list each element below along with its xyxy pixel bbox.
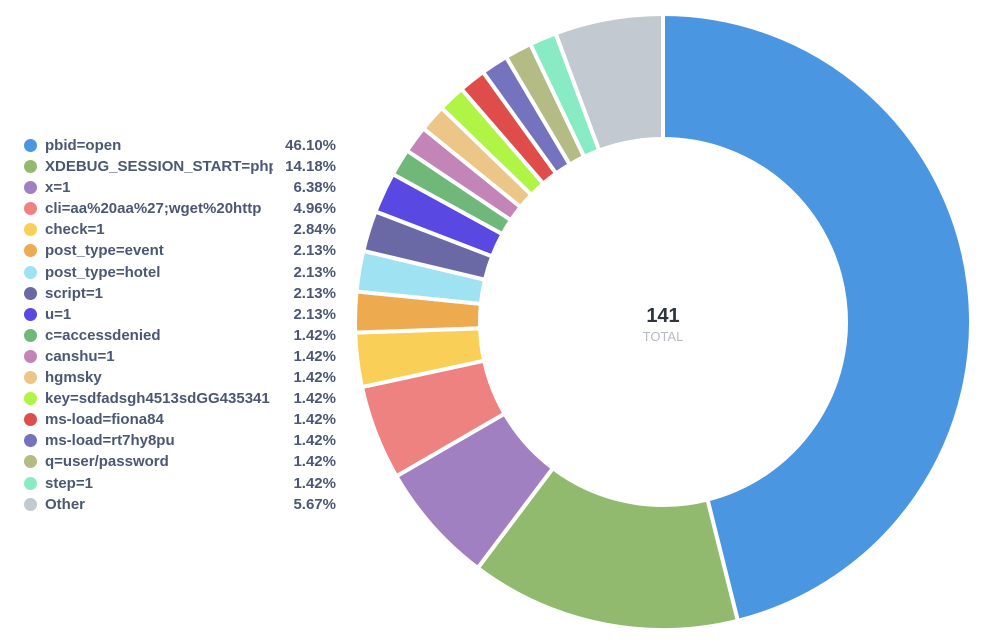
legend-percent: 2.13% <box>293 242 336 260</box>
chart-legend: pbid=open 46.10% XDEBUG_SESSION_START=phps… <box>24 135 336 515</box>
donut-slice[interactable] <box>553 11 665 154</box>
legend-percent: 4.96% <box>293 200 336 218</box>
legend-label: cli=aa%20aa%27;wget%20http <box>45 200 262 218</box>
legend-percent: 1.42% <box>293 347 336 365</box>
legend-item[interactable]: ms-load=fiona84 1.42% <box>24 409 336 430</box>
legend-item[interactable]: check=1 2.84% <box>24 219 336 240</box>
legend-percent: 6.38% <box>293 179 336 197</box>
legend-item[interactable]: cli=aa%20aa%27;wget%20http 4.96% <box>24 198 336 219</box>
legend-swatch <box>24 181 37 195</box>
legend-label: q=user/password <box>45 453 169 471</box>
legend-percent: 1.42% <box>293 474 336 492</box>
legend-percent: 1.42% <box>293 326 336 344</box>
legend-percent: 2.13% <box>293 284 336 302</box>
legend-percent: 1.42% <box>293 453 336 471</box>
total-value: 141 <box>646 305 679 327</box>
legend-item[interactable]: post_type=hotel 2.13% <box>24 262 336 283</box>
legend-item[interactable]: key=sdfadsgh4513sdGG435341 1.42% <box>24 388 336 409</box>
legend-percent: 1.42% <box>293 390 336 408</box>
legend-label: c=accessdenied <box>45 326 161 344</box>
legend-label: canshu=1 <box>45 347 115 365</box>
legend-item[interactable]: canshu=1 1.42% <box>24 346 336 367</box>
legend-swatch <box>24 476 37 490</box>
legend-label: hgmsky <box>45 369 102 387</box>
legend-percent: 1.42% <box>293 432 336 450</box>
legend-item[interactable]: XDEBUG_SESSION_START=phpstorm 14.18% <box>24 156 336 177</box>
legend-percent: 14.18% <box>285 158 336 176</box>
legend-swatch <box>24 328 37 342</box>
legend-swatch <box>24 349 37 363</box>
legend-label: u=1 <box>45 305 72 323</box>
legend-item[interactable]: hgmsky 1.42% <box>24 367 336 388</box>
legend-item[interactable]: pbid=open 46.10% <box>24 135 336 156</box>
legend-swatch <box>24 455 37 469</box>
legend-label: post_type=event <box>45 242 164 260</box>
legend-percent: 2.84% <box>293 221 336 239</box>
legend-swatch <box>24 497 37 511</box>
legend-label: ms-load=rt7hy8pu <box>45 432 175 450</box>
legend-swatch <box>24 265 37 279</box>
legend-item[interactable]: u=1 2.13% <box>24 304 336 325</box>
legend-swatch <box>24 371 37 385</box>
legend-item[interactable]: x=1 6.38% <box>24 177 336 198</box>
legend-percent: 2.13% <box>293 263 336 281</box>
legend-item[interactable]: post_type=event 2.13% <box>24 240 336 261</box>
legend-swatch <box>24 413 37 427</box>
legend-swatch <box>24 244 37 258</box>
legend-label: ms-load=fiona84 <box>45 411 164 429</box>
legend-swatch <box>24 286 37 300</box>
legend-percent: 46.10% <box>285 137 336 154</box>
legend-swatch <box>24 434 37 448</box>
legend-item[interactable]: step=1 1.42% <box>24 473 336 494</box>
legend-label: x=1 <box>45 179 71 197</box>
legend-item[interactable]: q=user/password 1.42% <box>24 451 336 472</box>
legend-item[interactable]: ms-load=rt7hy8pu 1.42% <box>24 430 336 451</box>
legend-label: check=1 <box>45 221 105 239</box>
donut-slices <box>353 11 973 632</box>
legend-label: Other <box>45 495 86 513</box>
legend-swatch <box>24 392 37 406</box>
legend-swatch <box>24 307 37 321</box>
legend-label: key=sdfadsgh4513sdGG435341 <box>45 390 270 408</box>
legend-percent: 1.42% <box>293 369 336 387</box>
legend-swatch <box>24 223 37 237</box>
legend-swatch <box>24 160 37 174</box>
legend-label: XDEBUG_SESSION_START=phpstorm <box>45 158 273 176</box>
legend-percent: 1.42% <box>293 411 336 429</box>
legend-item[interactable]: script=1 2.13% <box>24 283 336 304</box>
legend-label: script=1 <box>45 284 103 302</box>
legend-swatch <box>24 139 37 152</box>
legend-item[interactable]: c=accessdenied 1.42% <box>24 325 336 346</box>
legend-item[interactable]: Other 5.67% <box>24 494 336 515</box>
legend-label: post_type=hotel <box>45 263 161 281</box>
donut-slice[interactable] <box>661 11 973 624</box>
legend-label: step=1 <box>45 474 93 492</box>
legend-percent: 5.67% <box>293 495 336 513</box>
total-caption: TOTAL <box>643 329 684 344</box>
legend-percent: 2.13% <box>293 305 336 323</box>
legend-label: pbid=open <box>45 137 122 154</box>
legend-swatch <box>24 202 37 216</box>
